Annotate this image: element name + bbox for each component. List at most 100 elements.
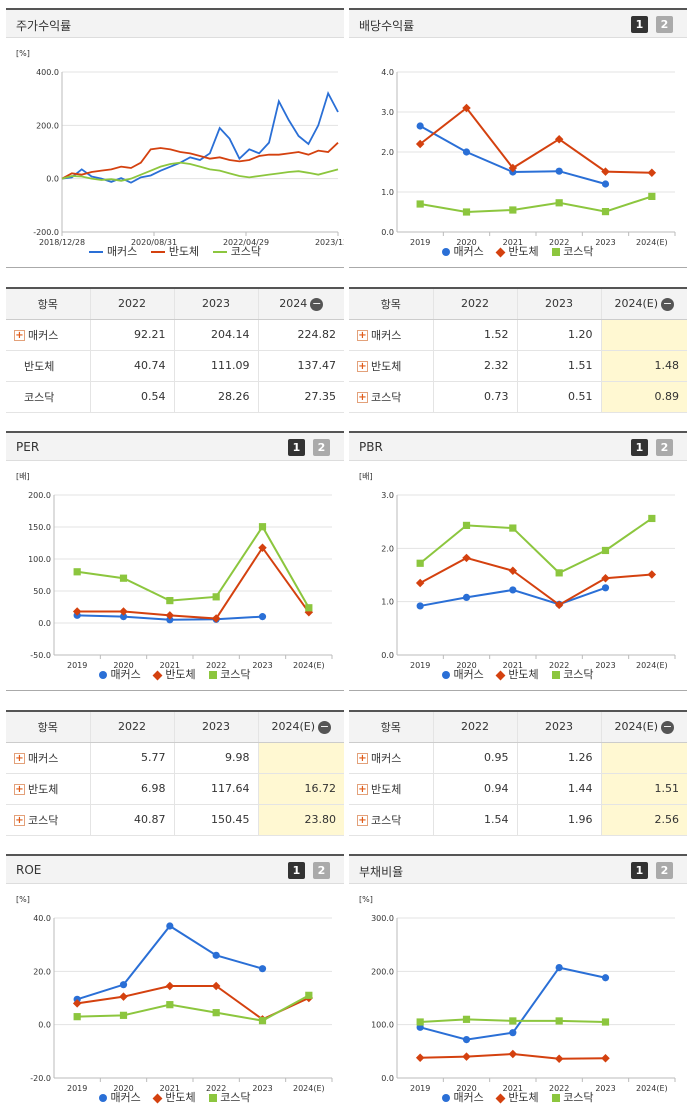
legend-label: 반도체 (508, 245, 539, 258)
x-tick-label: 2024(E) (636, 661, 668, 670)
panel-per: PER 1 2 [배] 200.0 150.0 100.0 50.0 0.0 -50.0 20… (6, 431, 344, 691)
col-header-collapse[interactable]: 2024− (258, 287, 344, 320)
data-point (555, 167, 563, 175)
cell: 2.56 (601, 804, 687, 836)
x-tick-label: 2019 (410, 661, 430, 670)
data-point (119, 981, 128, 989)
legend-item-s3: 코스닥 (552, 666, 594, 682)
x-tick-label: 2019 (410, 1084, 430, 1093)
row-name[interactable]: + 반도체 (349, 350, 434, 382)
page-1-button[interactable]: 1 (631, 862, 648, 879)
cell: 0.54 (90, 381, 175, 413)
cell: 40.74 (90, 350, 175, 382)
page-1-button[interactable]: 1 (288, 862, 305, 879)
table-row: + 반도체 6.98 117.64 16.72 (6, 773, 344, 805)
col-header: 항목 (6, 287, 91, 320)
series-line-2 (419, 556, 652, 607)
row-name[interactable]: + 매커스 (349, 742, 434, 774)
cell (601, 742, 687, 774)
cell: 117.64 (174, 773, 259, 805)
row-name[interactable]: + 매커스 (6, 742, 91, 774)
legend-item-s3: 코스닥 (209, 666, 251, 682)
stock-return-table: 항목 2022 2023 2024− + 매커스 92.21 204.14 224… (6, 287, 344, 413)
panel-title: PER (16, 440, 40, 454)
col-header-collapse[interactable]: 2024(E) − (601, 287, 687, 320)
collapse-icon: − (310, 296, 324, 311)
y-tick-label: 20.0 (33, 967, 51, 976)
x-tick-label: 2020 (456, 661, 476, 670)
col-header-collapse[interactable]: 2024(E) − (258, 710, 344, 743)
page-1-button[interactable]: 1 (288, 439, 305, 456)
y-tick-label: 200.0 (36, 121, 59, 130)
y-tick-label: -200.0 (33, 228, 59, 237)
data-point (508, 163, 518, 173)
page-2-button[interactable]: 2 (656, 16, 673, 33)
legend-label: 매커스 (453, 245, 484, 258)
row-name[interactable]: + 매커스 (6, 319, 91, 351)
col-header-collapse[interactable]: 2024(E) − (601, 710, 687, 743)
x-tick-label: 2022 (549, 661, 569, 670)
y-tick-label: 0.0 (38, 619, 51, 628)
unit-label: [배] (16, 472, 30, 481)
page-2-button[interactable]: 2 (313, 862, 330, 879)
data-point (72, 607, 82, 616)
legend-swatch (442, 248, 451, 256)
data-point (166, 1001, 174, 1009)
data-point (212, 951, 220, 959)
legend-item-s3: 코스닥 (209, 1089, 251, 1105)
row-name[interactable]: + 반도체 (349, 773, 434, 805)
collapse-icon: − (661, 719, 675, 734)
col-header-label: 2024(E) (614, 297, 659, 310)
data-point (119, 607, 128, 616)
y-tick-label: 200.0 (28, 491, 51, 500)
data-point (555, 569, 563, 577)
page-2-button[interactable]: 2 (656, 862, 673, 879)
data-point (647, 570, 657, 579)
legend-item-s3: 코스닥 (552, 243, 594, 259)
x-tick-label: 2020 (456, 238, 476, 247)
series-line-1 (419, 966, 606, 1041)
row-name[interactable]: + 매커스 (349, 319, 434, 351)
data-point (462, 103, 471, 113)
cell: 27.35 (258, 381, 344, 413)
data-point (509, 1029, 517, 1037)
legend-item-s2: 반도체 (495, 243, 539, 259)
table-header-row: 항목 2022 2023 2024(E) − (6, 710, 344, 743)
table-row: + 매커스 1.52 1.20 (349, 319, 687, 351)
data-point (119, 992, 128, 1001)
legend-label: 코스닥 (230, 245, 262, 258)
data-point (462, 148, 471, 156)
row-name[interactable]: + 코스닥 (6, 804, 91, 836)
row-name[interactable]: + 코스닥 (349, 804, 434, 836)
row-name[interactable]: + 반도체 (6, 773, 91, 805)
y-tick-label: 150.0 (28, 523, 51, 532)
y-tick-label: 300.0 (371, 914, 394, 923)
series-line-2 (419, 106, 652, 174)
x-tick-label: 2022 (549, 238, 569, 247)
unit-label: [%] (16, 49, 30, 58)
y-tick-label: 200.0 (371, 967, 394, 976)
data-point (509, 524, 517, 532)
legend-swatch (495, 1093, 506, 1103)
panel-stock-return: 주가수익률 [%] 400.0 200.0 0.0 -200.0 2018/12/28 20… (6, 8, 344, 268)
page-1-button[interactable]: 1 (631, 439, 648, 456)
data-point (415, 1053, 425, 1062)
row-name[interactable]: + 코스닥 (349, 381, 434, 413)
y-tick-label: 3.0 (381, 108, 394, 117)
legend-item-s2: 반도체 (495, 1089, 539, 1105)
panel-title: 주가수익률 (16, 19, 72, 33)
series-line-3 (419, 195, 653, 214)
divider (6, 267, 344, 268)
data-point (258, 613, 267, 621)
cell: 1.51 (601, 773, 687, 805)
table-row: 반도체 40.74 111.09 137.47 (6, 350, 344, 382)
page-2-button[interactable]: 2 (656, 439, 673, 456)
page-1-button[interactable]: 1 (631, 16, 648, 33)
page-2-button[interactable]: 2 (313, 439, 330, 456)
panel-title: ROE (16, 863, 42, 877)
x-tick-label: 2021 (160, 1084, 180, 1093)
panel-header: 부채비율 1 2 (349, 854, 687, 884)
divider (349, 267, 687, 268)
x-tick-label: 2024(E) (636, 238, 668, 247)
legend-label: 코스닥 (563, 245, 594, 258)
